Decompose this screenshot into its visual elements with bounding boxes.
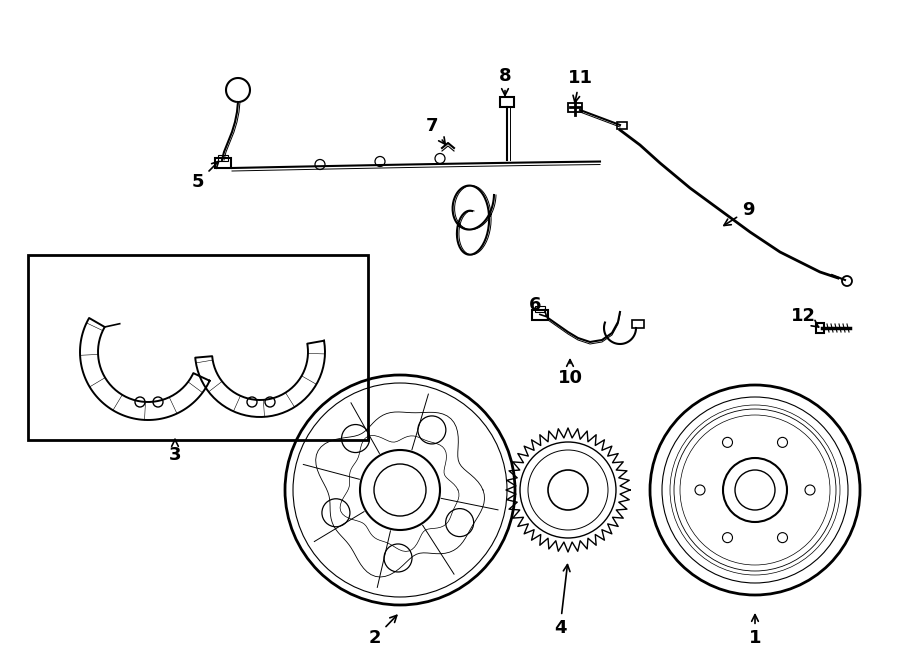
Bar bbox=[816, 323, 824, 333]
Text: 5: 5 bbox=[192, 161, 219, 191]
Bar bbox=[28, 255, 368, 440]
Bar bbox=[215, 158, 231, 168]
Bar bbox=[632, 320, 644, 328]
Text: 3: 3 bbox=[169, 440, 181, 464]
Text: 2: 2 bbox=[369, 615, 397, 647]
Bar bbox=[617, 122, 627, 129]
Bar bbox=[500, 97, 514, 107]
Bar bbox=[535, 306, 545, 312]
Text: 6: 6 bbox=[529, 296, 547, 317]
Text: 8: 8 bbox=[499, 67, 511, 95]
Text: 7: 7 bbox=[426, 117, 446, 144]
Bar bbox=[532, 310, 548, 320]
Text: 12: 12 bbox=[790, 307, 819, 327]
Text: 1: 1 bbox=[749, 615, 761, 647]
Text: 10: 10 bbox=[557, 360, 582, 387]
Bar bbox=[568, 103, 582, 112]
Bar bbox=[218, 155, 228, 161]
Text: 4: 4 bbox=[554, 564, 570, 637]
Text: 11: 11 bbox=[568, 69, 592, 102]
Text: 9: 9 bbox=[724, 201, 754, 225]
